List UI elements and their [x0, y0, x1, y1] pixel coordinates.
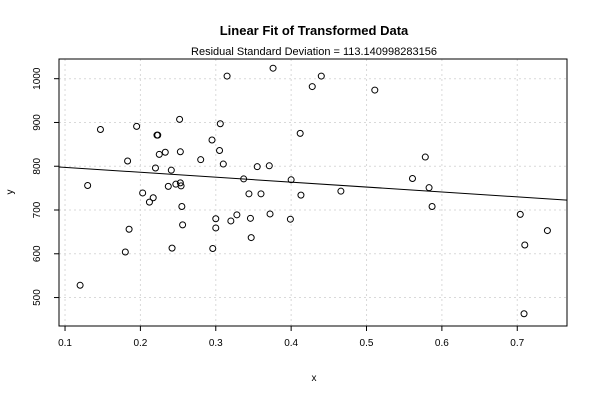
data-point: [317, 72, 325, 80]
data-point: [176, 179, 184, 187]
data-point: [219, 160, 227, 168]
x-tick-label: 0.4: [284, 338, 298, 349]
x-tick-label: 0.7: [510, 338, 524, 349]
x-tick-label: 0.3: [209, 338, 223, 349]
x-axis-label: x: [312, 373, 317, 384]
data-point: [161, 148, 169, 156]
data-point: [247, 234, 255, 242]
data-point: [337, 187, 345, 195]
y-axis: 500 600 700 800 900 1000: [32, 67, 59, 306]
data-point: [178, 203, 186, 211]
data-point: [212, 215, 220, 223]
data-point: [269, 64, 277, 72]
x-tick-label: 0.1: [58, 338, 72, 349]
data-point: [133, 122, 141, 130]
y-tick-label: 900: [32, 114, 43, 131]
data-point: [124, 157, 132, 165]
x-tick-label: 0.6: [435, 338, 449, 349]
fit-line: [58, 166, 568, 201]
grid-lines: [59, 59, 567, 326]
y-tick-label: 700: [32, 201, 43, 218]
chart-subtitle: Residual Standard Deviation = 113.140998…: [191, 46, 437, 58]
data-point: [245, 190, 253, 198]
data-point: [216, 120, 224, 128]
data-point: [543, 227, 551, 235]
data-point: [212, 224, 220, 232]
data-point: [227, 217, 235, 225]
data-point: [216, 146, 224, 154]
data-point: [139, 189, 147, 197]
x-tick-label: 0.2: [133, 338, 147, 349]
data-point: [208, 136, 216, 144]
x-axis: 0.1 0.2 0.3 0.4 0.5 0.6 0.7: [58, 326, 525, 349]
data-point: [121, 248, 129, 256]
data-point: [286, 215, 294, 223]
data-point: [246, 214, 254, 222]
data-point: [155, 150, 163, 158]
data-point: [167, 166, 175, 174]
data-point: [425, 184, 433, 192]
data-point: [520, 310, 528, 318]
data-point: [96, 125, 104, 133]
data-point: [266, 210, 274, 218]
fit-line-group: [58, 166, 568, 201]
data-point: [154, 131, 162, 139]
plot-area: [58, 58, 568, 327]
data-point: [223, 72, 231, 80]
y-tick-label: 600: [32, 245, 43, 262]
data-point: [197, 156, 205, 164]
data-points: [76, 64, 551, 318]
data-point: [84, 181, 92, 189]
y-tick-label: 500: [32, 289, 43, 306]
data-point: [233, 211, 241, 219]
x-tick-label: 0.5: [360, 338, 374, 349]
data-point: [151, 164, 159, 172]
y-axis-label: y: [5, 190, 16, 195]
data-point: [421, 153, 429, 161]
data-point: [179, 221, 187, 229]
data-point: [408, 174, 416, 182]
data-point: [287, 176, 295, 184]
data-point: [168, 244, 176, 252]
data-point: [125, 225, 133, 233]
data-point: [297, 191, 305, 199]
data-point: [176, 115, 184, 123]
chart-title: Linear Fit of Transformed Data: [220, 23, 409, 38]
data-point: [176, 148, 184, 156]
data-point: [253, 163, 261, 171]
data-point: [76, 281, 84, 289]
data-point: [149, 194, 157, 202]
y-tick-label: 800: [32, 157, 43, 174]
data-point: [428, 203, 436, 211]
data-point: [516, 210, 524, 218]
data-point: [371, 86, 379, 94]
data-point: [145, 198, 153, 206]
data-point: [257, 190, 265, 198]
data-point: [521, 241, 529, 249]
data-point: [177, 182, 185, 190]
data-point: [308, 83, 316, 91]
data-point: [265, 162, 273, 170]
data-point: [240, 175, 248, 183]
data-point: [164, 182, 172, 190]
data-point: [296, 129, 304, 137]
y-tick-label: 1000: [32, 67, 43, 90]
data-point: [209, 245, 217, 253]
